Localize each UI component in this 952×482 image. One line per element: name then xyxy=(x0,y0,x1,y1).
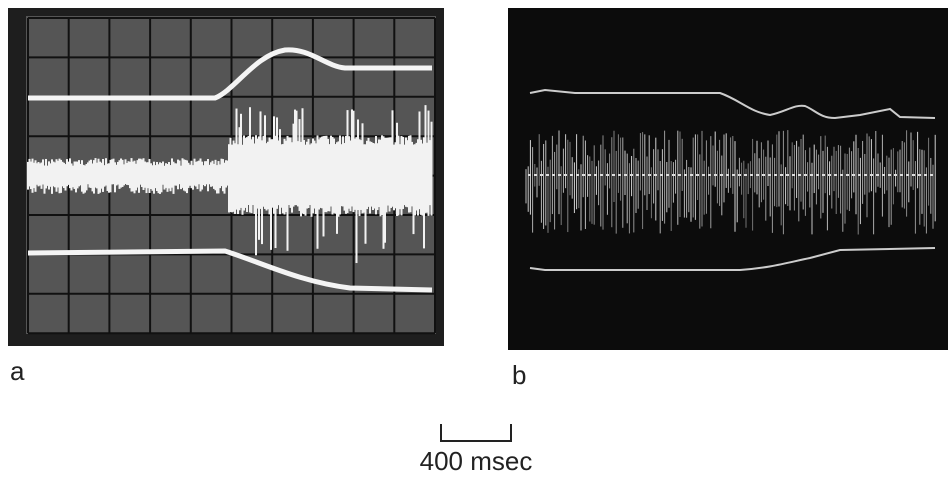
scale-bar xyxy=(440,424,512,442)
panel-b-top-trace xyxy=(529,88,936,120)
panel-b-noise xyxy=(525,130,936,235)
panel-label: b xyxy=(512,360,526,390)
panel-b-bottom-trace xyxy=(529,247,936,271)
panel-a-noise xyxy=(27,105,433,264)
panel-label: a xyxy=(10,356,25,386)
panel-a-top-trace xyxy=(28,47,432,101)
scale-bar-label: 400 msec xyxy=(420,446,533,476)
panel-a-bottom-trace xyxy=(27,248,433,293)
